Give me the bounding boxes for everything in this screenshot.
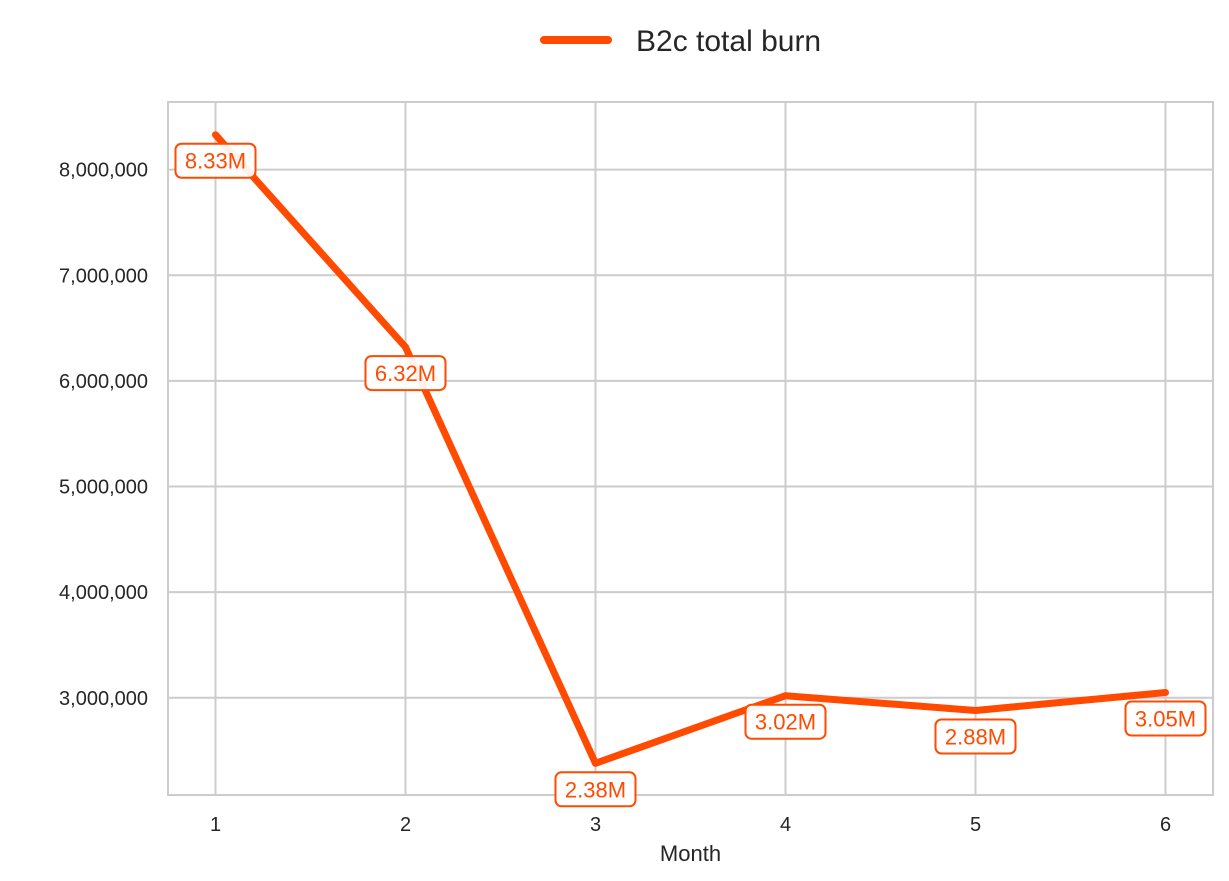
data-label-text: 6.32M: [375, 361, 436, 386]
data-label: 6.32M: [364, 355, 447, 392]
legend[interactable]: B2c total burn: [540, 25, 821, 58]
data-label: 2.88M: [934, 718, 1017, 755]
data-label-text: 3.02M: [755, 710, 816, 735]
data-label-text: 2.88M: [945, 724, 1006, 749]
x-tick-label: 1: [210, 814, 221, 836]
plot-area-frame: [167, 101, 1214, 796]
data-label: 2.38M: [554, 771, 637, 808]
data-point: [1162, 689, 1169, 697]
data-point: [402, 343, 409, 351]
data-point: [592, 759, 599, 767]
data-point: [212, 131, 219, 139]
y-tick-label: 3,000,000: [59, 688, 148, 710]
data-label-text: 3.05M: [1135, 707, 1196, 732]
data-point: [972, 706, 979, 714]
data-label: 3.05M: [1124, 700, 1207, 737]
x-tick-label: 5: [970, 814, 981, 836]
y-tick-label: 5,000,000: [59, 477, 148, 499]
data-label-text: 8.33M: [185, 149, 246, 174]
series-layer: [212, 131, 1169, 767]
y-tick-label: 7,000,000: [59, 265, 148, 287]
x-axis-ticks: 1 2 3 4 5 6: [210, 814, 1171, 836]
data-label-box: [934, 718, 1017, 755]
data-label-text: 2.38M: [565, 777, 626, 802]
data-labels: 8.33M 6.32M 2.38M 3.02M 2.88M 3.05M: [174, 142, 1207, 808]
y-axis-ticks: 3,000,000 4,000,000 5,000,000 6,000,000 7,00…: [59, 160, 148, 710]
data-label-box: [744, 703, 827, 740]
grid-lines: [168, 102, 1213, 795]
data-label-box: [364, 355, 447, 392]
data-label-box: [554, 771, 637, 808]
data-label: 8.33M: [174, 142, 257, 179]
y-tick-label: 6,000,000: [59, 371, 148, 393]
x-axis-label: Month: [660, 841, 721, 866]
y-tick-label: 8,000,000: [59, 160, 148, 182]
x-tick-label: 2: [400, 814, 411, 836]
data-label: 3.02M: [744, 703, 827, 740]
x-tick-label: 6: [1160, 814, 1171, 836]
series-line-b2c-total-burn: [212, 132, 1166, 767]
x-tick-label: 4: [780, 814, 791, 836]
data-label-box: [1124, 700, 1207, 737]
x-tick-label: 3: [590, 814, 601, 836]
data-point: [782, 692, 789, 700]
legend-entry-b2c-total-burn: B2c total burn: [636, 25, 821, 58]
y-tick-label: 4,000,000: [59, 582, 148, 604]
data-label-box: [174, 142, 257, 179]
